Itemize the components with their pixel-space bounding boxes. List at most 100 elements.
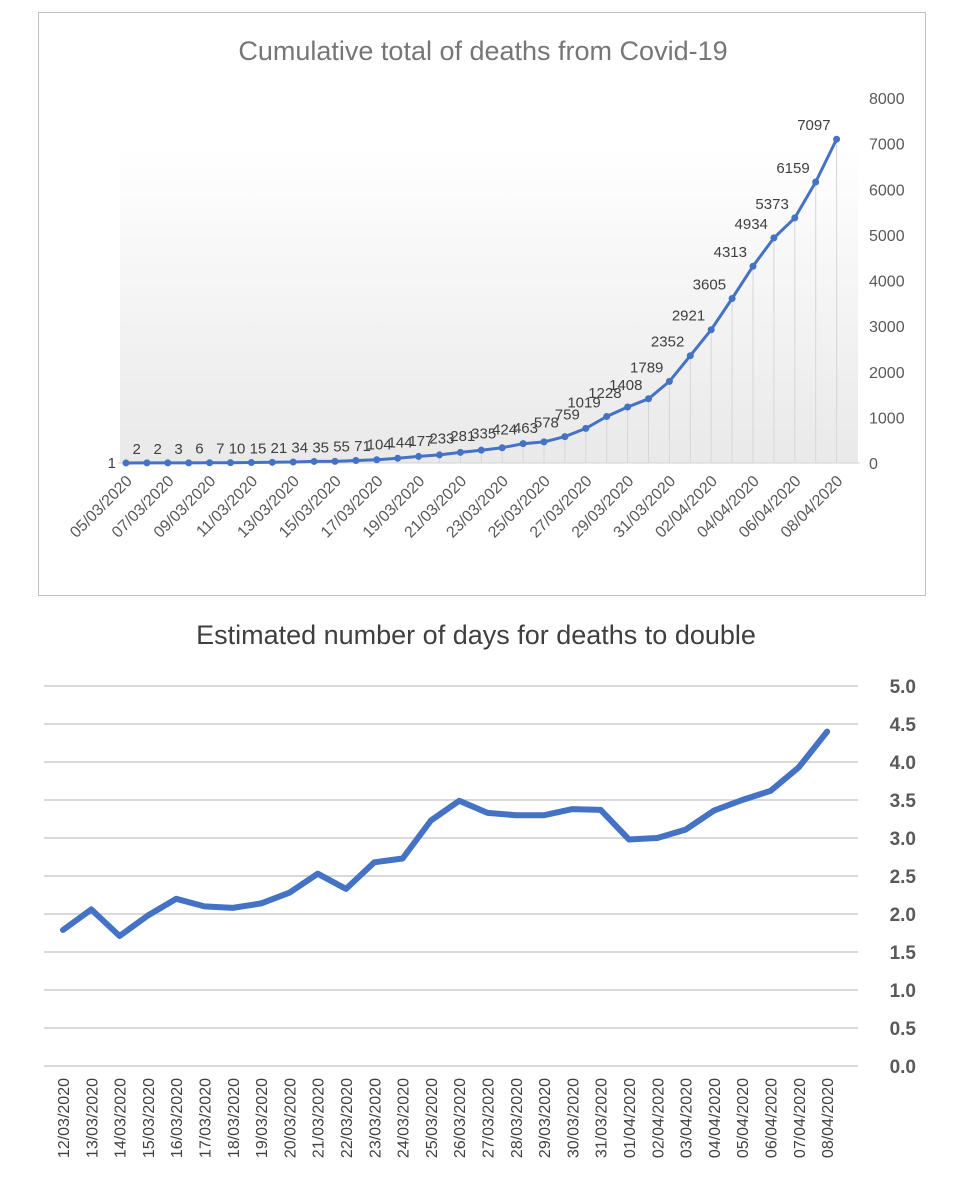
data-label: 4313 [714, 244, 747, 261]
x-tick-label: 30/03/2020 [565, 1078, 582, 1158]
data-label: 104 [367, 436, 392, 453]
chart1-points [122, 135, 841, 467]
x-tick-label: 08/04/2020 [820, 1078, 837, 1158]
data-label: 177 [408, 433, 433, 450]
data-label: 55 [333, 438, 350, 455]
data-label: 7097 [797, 117, 830, 134]
data-point [185, 459, 193, 467]
y-tick-label: 0.0 [890, 1057, 916, 1078]
data-label: 578 [534, 415, 559, 432]
data-point [247, 459, 255, 467]
data-label: 335 [471, 426, 496, 443]
y-tick-label: 0.5 [890, 1019, 917, 1040]
x-tick-label: 28/03/2020 [509, 1078, 526, 1158]
x-tick-label: 22/03/2020 [339, 1078, 356, 1158]
y-tick-label: 7000 [869, 137, 905, 154]
x-tick-label: 29/03/2020 [537, 1078, 554, 1158]
chart2-gridlines [44, 685, 858, 1067]
data-point [770, 234, 778, 242]
y-tick-label: 1000 [869, 410, 905, 427]
data-label: 233 [429, 430, 454, 447]
data-label: 2 [153, 441, 161, 458]
x-tick-label: 20/03/2020 [282, 1078, 299, 1158]
x-tick-label: 16/03/2020 [169, 1078, 186, 1158]
data-point [227, 459, 234, 467]
x-tick-label: 12/03/2020 [56, 1078, 73, 1158]
data-label: 15 [250, 440, 267, 457]
data-point [436, 451, 443, 459]
data-label: 281 [450, 428, 475, 445]
x-tick-label: 06/04/2020 [764, 1078, 781, 1158]
data-point [561, 433, 569, 441]
x-tick-label: 27/03/2020 [481, 1078, 498, 1158]
chart1-drop-lines [125, 139, 838, 463]
data-point [206, 459, 214, 467]
data-point [519, 440, 527, 448]
data-label: 759 [555, 406, 580, 423]
y-tick-label: 1.0 [890, 981, 916, 1002]
data-label: 1 [108, 455, 116, 472]
data-label: 2352 [651, 334, 684, 351]
data-label: 4934 [735, 216, 768, 233]
data-point [791, 214, 799, 222]
doubling-days-chart: Estimated number of days for deaths to d… [44, 620, 917, 1158]
x-tick-label: 24/03/2020 [396, 1078, 413, 1158]
data-label: 1789 [630, 359, 663, 376]
chart1-x-ticks: 05/03/202007/03/202009/03/202011/03/2020… [67, 473, 846, 542]
data-label: 35 [312, 439, 329, 456]
x-tick-label: 23/03/2020 [367, 1078, 384, 1158]
data-point [352, 456, 360, 464]
x-tick-label: 25/03/2020 [424, 1078, 441, 1158]
data-label: 2921 [672, 308, 705, 325]
y-tick-label: 5.0 [890, 677, 916, 698]
data-point [498, 444, 506, 452]
y-tick-label: 2.5 [890, 867, 917, 888]
chart2-y-ticks: 0.0 0.5 1.0 1.5 2.0 2.5 3.0 3.5 4.0 4.5 5.0 [890, 677, 917, 1078]
y-tick-label: 4.0 [890, 753, 916, 774]
data-point [665, 377, 673, 385]
y-tick-label: 3.0 [890, 829, 916, 850]
data-point [331, 457, 339, 465]
data-label: 6 [195, 441, 203, 458]
data-point [268, 458, 276, 466]
x-tick-label: 02/04/2020 [650, 1078, 667, 1158]
data-point [686, 352, 694, 360]
data-label: 34 [291, 439, 308, 456]
data-label: 71 [354, 438, 371, 455]
data-point [164, 459, 172, 467]
y-tick-label: 6000 [869, 182, 905, 199]
y-tick-label: 1.5 [890, 943, 917, 964]
y-tick-label: 0 [869, 456, 878, 473]
data-point [833, 135, 841, 143]
x-tick-label: 03/04/2020 [679, 1078, 696, 1158]
x-tick-label: 17/03/2020 [198, 1078, 215, 1158]
data-point [540, 438, 548, 446]
y-tick-label: 2.0 [890, 905, 916, 926]
data-point [310, 457, 318, 465]
data-label: 2 [133, 441, 141, 458]
y-tick-label: 2000 [869, 365, 905, 382]
x-tick-label: 15/03/2020 [141, 1078, 158, 1158]
data-label: 10 [229, 441, 246, 458]
data-label: 1019 [567, 395, 600, 412]
data-label: 5373 [755, 196, 788, 213]
y-tick-label: 5000 [869, 228, 905, 245]
data-point [582, 424, 590, 432]
x-tick-label: 19/03/2020 [254, 1078, 271, 1158]
data-label: 3605 [693, 277, 726, 294]
chart1-y-ticks: 0 1000 2000 3000 4000 5000 6000 7000 8000 [869, 91, 905, 473]
data-label: 144 [388, 434, 413, 451]
x-tick-label: 21/03/2020 [311, 1078, 328, 1158]
data-point [812, 178, 820, 186]
x-tick-label: 31/03/2020 [594, 1078, 611, 1158]
y-tick-label: 8000 [869, 91, 905, 108]
data-point [477, 446, 485, 454]
data-point [624, 403, 632, 411]
data-label: 7 [216, 441, 224, 458]
data-label: 6159 [776, 160, 809, 177]
data-label: 21 [271, 440, 288, 457]
y-tick-label: 3.5 [890, 791, 917, 812]
chart1-plot-area [120, 145, 858, 463]
data-point [456, 448, 464, 456]
data-label: 424 [492, 422, 517, 439]
